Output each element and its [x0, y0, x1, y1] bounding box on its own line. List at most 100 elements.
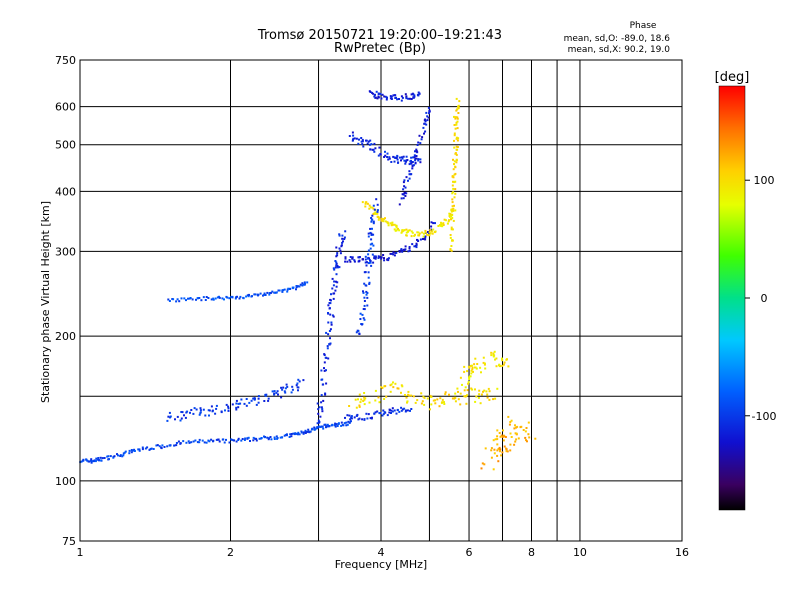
echo-point [526, 440, 528, 443]
echo-point [188, 441, 191, 444]
echo-point [493, 448, 496, 451]
echo-point [393, 228, 396, 231]
echo-point [335, 423, 338, 426]
echo-point [377, 96, 380, 99]
echo-point [434, 399, 436, 402]
echo-point [387, 224, 390, 227]
echo-point [318, 420, 321, 423]
echo-point [479, 366, 482, 369]
echo-point [179, 419, 182, 422]
echo-point [122, 454, 125, 457]
echo-point [353, 259, 356, 262]
echo-point [487, 387, 490, 390]
echo-point [366, 296, 369, 299]
echo-point [380, 386, 383, 389]
echo-point [175, 444, 178, 447]
echo-point [137, 448, 140, 451]
echo-point [514, 432, 517, 435]
echo-point [453, 146, 456, 149]
echo-point [398, 203, 401, 206]
echo-point [440, 221, 442, 224]
echo-point [405, 97, 408, 100]
echo-point [444, 391, 447, 394]
x-axis-label: Frequency [MHz] [335, 558, 427, 571]
echo-point [355, 137, 358, 140]
echo-point [304, 429, 307, 432]
echo-point [527, 421, 530, 424]
echo-point [249, 440, 251, 442]
echo-point [501, 357, 503, 360]
echo-point [320, 406, 323, 409]
echo-point [392, 251, 395, 254]
echo-point [444, 393, 447, 396]
echo-point [442, 222, 445, 225]
echo-point [336, 254, 339, 257]
echo-point [179, 442, 182, 445]
echo-point [455, 148, 458, 151]
echo-point [352, 134, 355, 137]
echo-point [285, 434, 288, 437]
echo-point [361, 138, 364, 141]
echo-point [454, 400, 457, 403]
echo-point [327, 321, 330, 324]
chart-title: Tromsø 20150721 19:20:00–19:21:43 [257, 28, 502, 43]
echo-point [456, 146, 459, 148]
echo-point [368, 90, 371, 93]
echo-point [389, 390, 392, 393]
echo-point [377, 257, 380, 259]
y-axis-label: Stationary phase Virtual Height [km] [39, 201, 52, 403]
echo-point [449, 248, 452, 251]
echo-point [474, 400, 477, 403]
echo-point [443, 403, 446, 405]
echo-point [452, 219, 455, 222]
e-layer-x [348, 381, 499, 411]
echo-point [503, 445, 506, 448]
echo-point [415, 246, 418, 249]
echo-point [325, 369, 327, 372]
echo-point [395, 251, 398, 254]
echo-point [401, 193, 404, 196]
echo-point [390, 383, 393, 386]
echo-point [225, 403, 228, 406]
echo-point [377, 218, 380, 221]
echo-point [320, 401, 323, 404]
echo-point [160, 446, 163, 449]
echo-point [316, 402, 319, 405]
echo-point [281, 290, 284, 293]
echo-point [380, 219, 383, 222]
echo-point [173, 444, 176, 447]
echo-point [353, 416, 356, 419]
echo-point [290, 433, 293, 435]
echo-point [328, 343, 331, 346]
echo-point [355, 331, 358, 334]
echo-point [372, 92, 375, 95]
echo-point [403, 249, 406, 252]
echo-point [355, 406, 358, 409]
echo-point [286, 385, 289, 388]
echo-point [396, 155, 399, 158]
echo-point [519, 426, 522, 429]
echo-point [266, 291, 269, 294]
echo-point [455, 123, 458, 126]
echo-point [222, 438, 225, 441]
echo-point [276, 390, 279, 393]
echo-point [247, 295, 250, 298]
echo-point [455, 161, 458, 164]
echo-point [231, 438, 234, 441]
echo-point [474, 366, 477, 369]
echo-point [451, 175, 454, 178]
echo-point [509, 421, 512, 423]
echo-point [253, 397, 256, 400]
echo-point [189, 411, 191, 414]
echo-point [401, 157, 404, 160]
echo-point [304, 282, 306, 285]
echo-point [208, 409, 211, 412]
echo-point [413, 234, 416, 237]
echo-point [415, 155, 418, 157]
echo-point [208, 414, 210, 417]
echo-point [325, 331, 328, 334]
echo-point [327, 312, 329, 314]
echo-point [360, 137, 363, 139]
echo-point [419, 142, 422, 145]
echo-point [180, 297, 183, 300]
